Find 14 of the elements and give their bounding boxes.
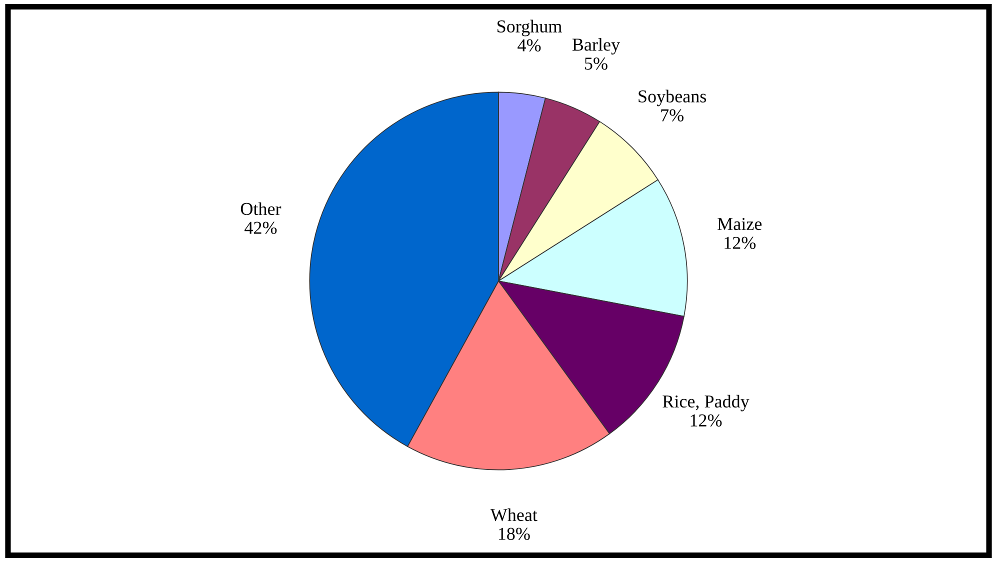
slice-label: Wheat: [490, 508, 538, 522]
slice-label: Barley: [572, 38, 620, 54]
slice-label: Rice, Paddy: [662, 394, 750, 412]
data-label: 7%: [661, 109, 684, 122]
data-label: 5%: [585, 58, 608, 70]
data-label: 18%: [498, 528, 530, 540]
slice-label: Soybeans: [638, 90, 706, 106]
data-label: 4%: [518, 39, 541, 52]
data-label: 12%: [724, 236, 756, 250]
data-label: 42%: [244, 222, 277, 234]
slice-label: Sorghum: [498, 20, 562, 36]
slice-label: Maize: [718, 218, 762, 230]
slice-label: Other: [240, 202, 282, 216]
data-label: 12%: [690, 414, 722, 427]
